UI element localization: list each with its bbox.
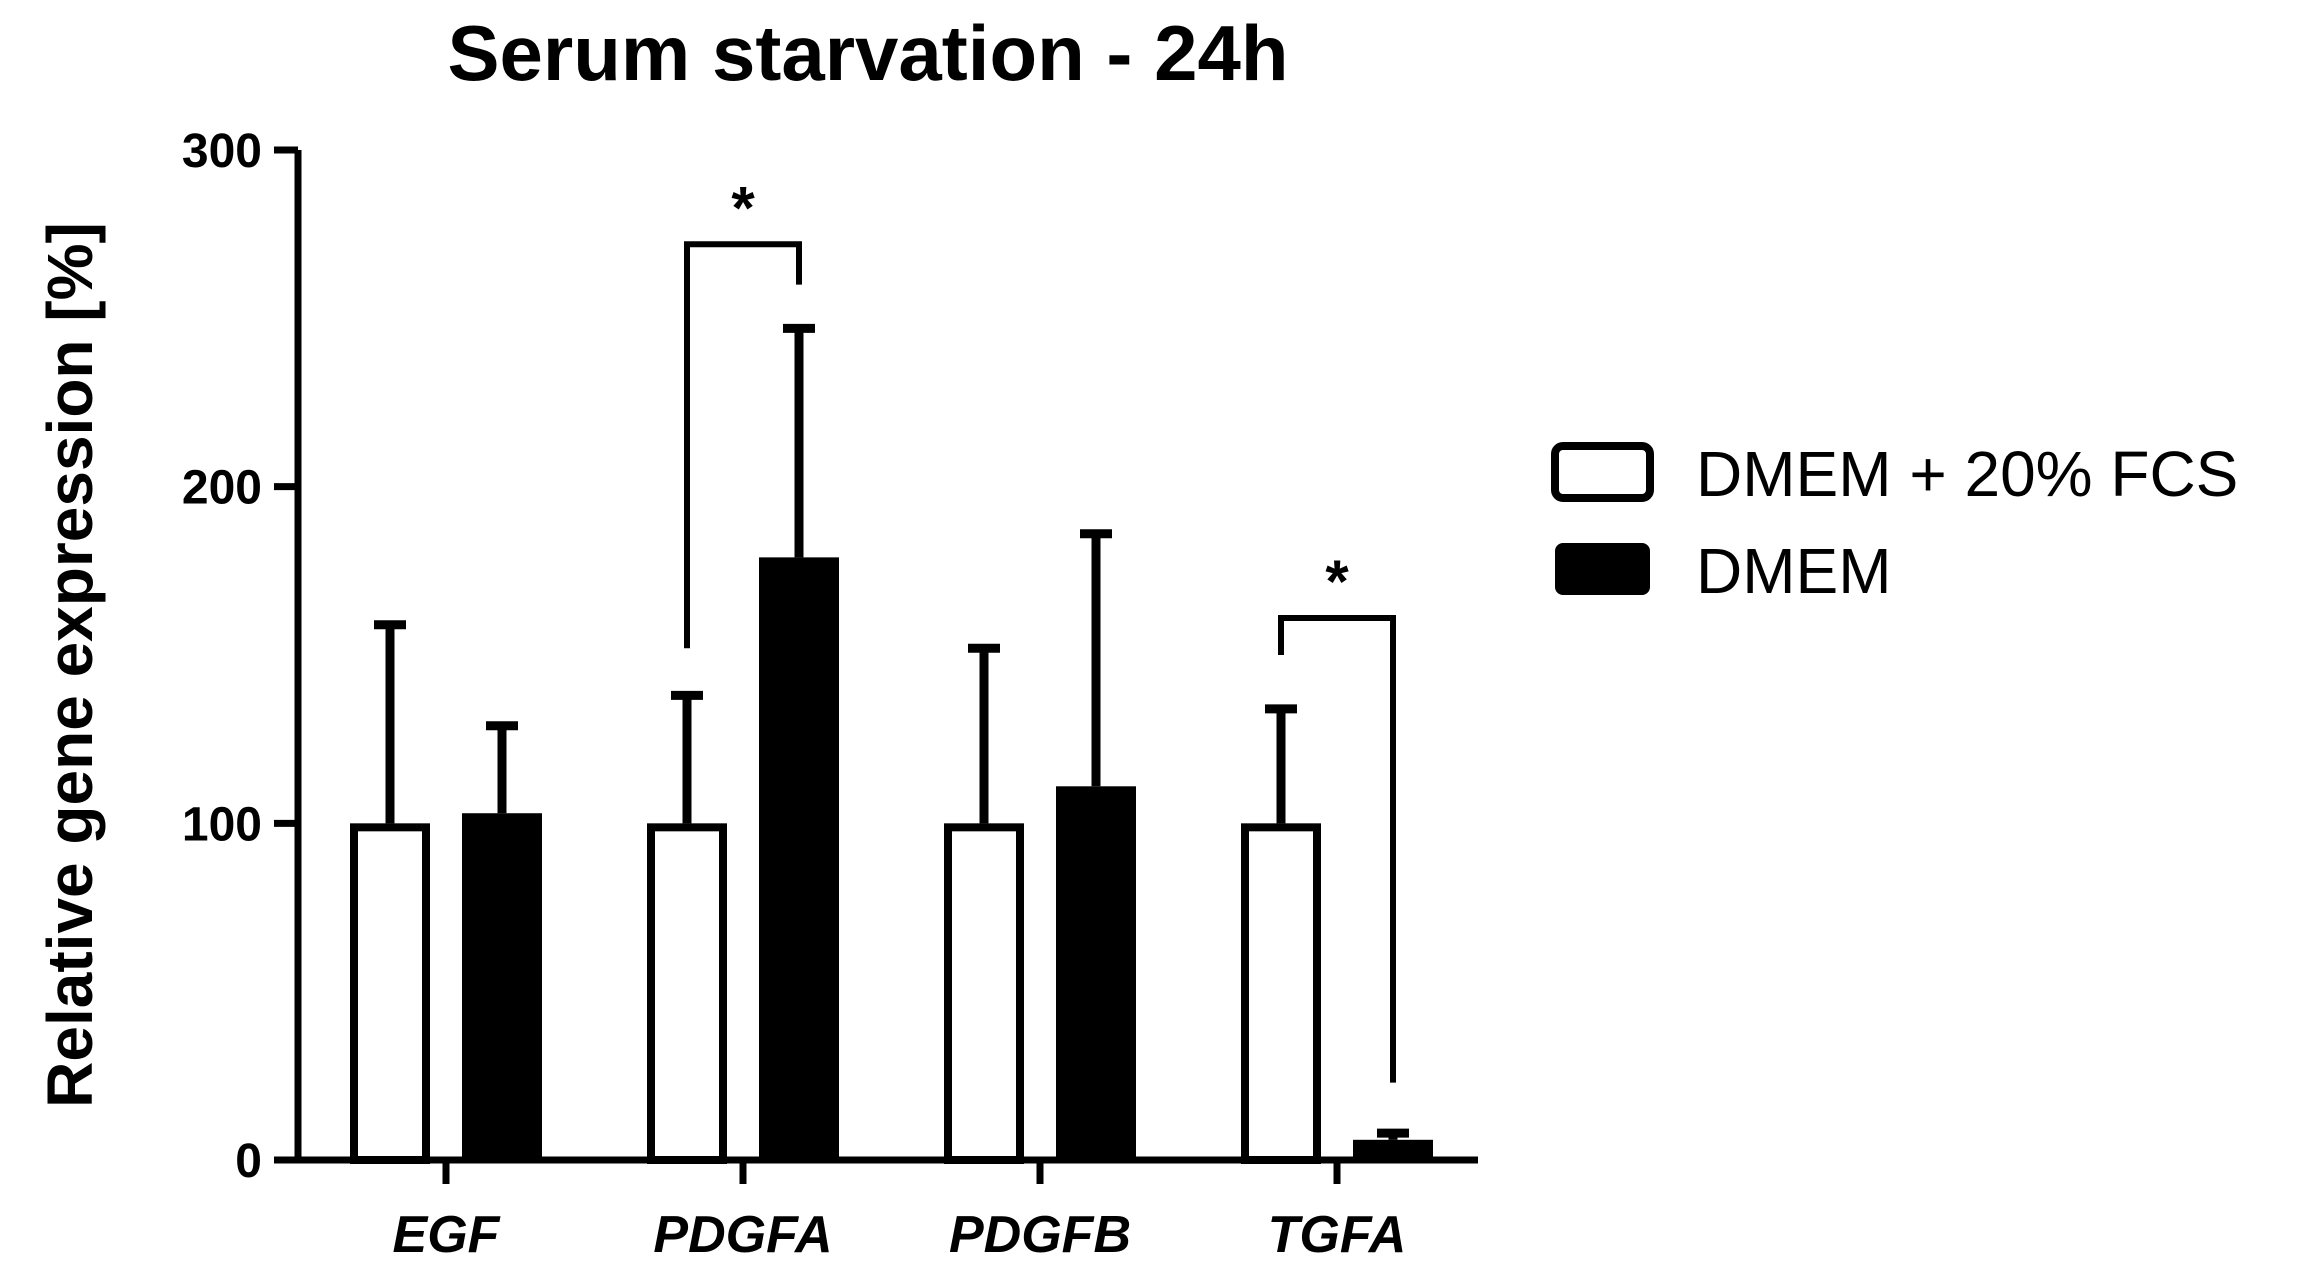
x-tick-label: PDGFB — [949, 1206, 1131, 1264]
legend-label-1: DMEM — [1696, 535, 1892, 607]
bar-dmem-tgfa — [1353, 1139, 1433, 1160]
chart-title: Serum starvation - 24h — [448, 9, 1289, 97]
bar-dmem-pdgfa — [759, 557, 839, 1160]
legend-swatch-1 — [1555, 543, 1650, 595]
bar-dmem-fcs-pdgfa — [647, 823, 727, 1164]
y-tick-label: 0 — [235, 1135, 262, 1188]
x-tick-label: PDGFA — [653, 1206, 832, 1264]
y-axis-label: Relative gene expression [%] — [34, 222, 106, 1108]
bar-dmem-egf — [462, 813, 542, 1160]
y-tick-label: 300 — [182, 125, 262, 178]
significance-bracket — [1278, 614, 1396, 1083]
significance-star: * — [1325, 548, 1349, 615]
bar-dmem-pdgfb — [1056, 786, 1136, 1160]
significance-markers: ** — [684, 174, 1396, 1083]
bar-dmem-fcs-egf — [350, 823, 430, 1164]
y-tick-label: 100 — [182, 798, 262, 851]
y-tick-label: 200 — [182, 462, 262, 515]
y-axis-ticks: 0 100 200 300 — [182, 125, 298, 1188]
significance-star: * — [731, 174, 755, 241]
x-tick-label: TGFA — [1268, 1206, 1407, 1264]
x-axis-ticks: EGF PDGFA PDGFB TGFA — [393, 1160, 1407, 1264]
significance-bracket — [684, 241, 802, 649]
x-tick-label: EGF — [393, 1206, 501, 1264]
bar-dmem-fcs-pdgfb — [944, 823, 1024, 1164]
bar-dmem-fcs-tgfa — [1241, 823, 1321, 1164]
legend-label-0: DMEM + 20% FCS — [1696, 438, 2238, 510]
legend-swatch-0 — [1551, 442, 1654, 502]
bars — [350, 323, 1433, 1164]
legend: DMEM + 20% FCS DMEM — [1551, 438, 2238, 607]
